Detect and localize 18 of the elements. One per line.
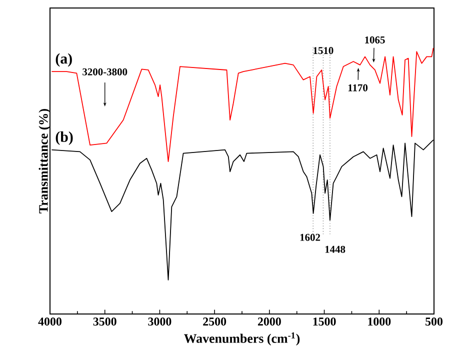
y-axis-title: Transmittance (%)	[38, 108, 50, 214]
annotation: 3200-3800	[82, 68, 128, 76]
annotation: 1448	[325, 246, 346, 253]
series-label: (a)	[56, 53, 72, 67]
annotation: 1170	[348, 84, 368, 92]
x-tick-label: 500	[426, 318, 443, 326]
x-tick-label: 1500	[313, 318, 336, 326]
x-tick-label: 3500	[93, 318, 116, 326]
annotation: 1510	[314, 47, 334, 54]
annotation: 1065	[365, 36, 385, 44]
annotation: 1602	[300, 234, 320, 241]
x-tick-label: 4000	[38, 318, 62, 326]
x-tick-label: 2500	[203, 318, 226, 326]
x-tick-label: 3000	[148, 318, 172, 326]
x-axis-title: Wavenumbers (cm$^{-1}$)	[184, 332, 300, 346]
x-tick-label: 1000	[368, 318, 391, 326]
series-label: (b)	[56, 131, 73, 145]
x-tick-label: 2000	[258, 318, 281, 326]
